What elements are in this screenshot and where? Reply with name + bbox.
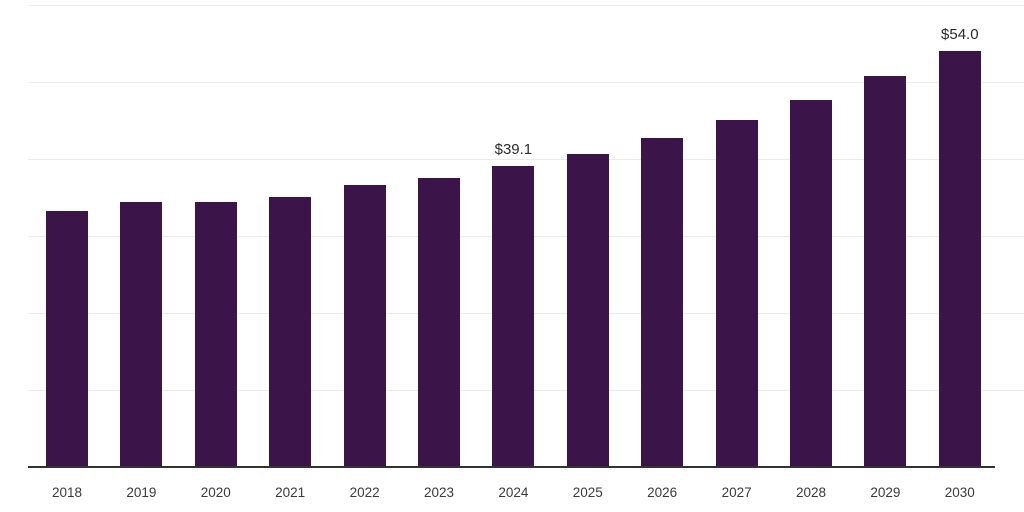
x-axis-line — [28, 466, 995, 468]
bar-2028[interactable] — [790, 99, 832, 467]
bar-2018[interactable] — [46, 210, 88, 467]
bar-2027[interactable] — [715, 119, 758, 467]
x-tick-label-2024: 2024 — [498, 485, 529, 500]
x-tick-label-2023: 2023 — [423, 485, 455, 500]
x-tick-label-2026: 2026 — [647, 485, 678, 500]
bar-group — [194, 0, 237, 467]
bar-2029[interactable] — [864, 76, 907, 467]
x-tick-label-2018: 2018 — [51, 485, 83, 500]
bar-2021[interactable] — [269, 196, 312, 467]
bar-2025[interactable] — [566, 153, 609, 467]
bar-group — [790, 0, 832, 467]
bar-group — [566, 0, 609, 467]
bar-group — [418, 0, 460, 467]
bar-group — [864, 0, 907, 467]
bar-value-label-2024: $39.1 — [494, 141, 533, 159]
x-tick-label-2030: 2030 — [944, 485, 975, 500]
x-tick-label-2028: 2028 — [795, 485, 827, 500]
x-tick-label-2029: 2029 — [870, 485, 901, 500]
x-tick-label-2021: 2021 — [275, 485, 306, 500]
x-tick-label-2025: 2025 — [572, 485, 603, 500]
bar-group — [269, 0, 312, 467]
x-tick-label-2019: 2019 — [126, 485, 157, 500]
bar-group: $54.0 — [938, 0, 981, 467]
bar-2020[interactable] — [194, 201, 237, 467]
bar-2023[interactable] — [418, 177, 460, 467]
x-tick-label-2027: 2027 — [721, 485, 752, 500]
bar-2026[interactable] — [641, 137, 684, 467]
bar-group: $39.1 — [492, 0, 535, 467]
x-tick-label-2022: 2022 — [349, 485, 380, 500]
bar-group — [343, 0, 386, 467]
bar-group — [641, 0, 684, 467]
bar-group — [120, 0, 163, 467]
bar-2022[interactable] — [343, 185, 386, 467]
bar-value-label-2030: $54.0 — [941, 26, 979, 44]
bar-2019[interactable] — [120, 202, 163, 467]
bar-2024[interactable] — [492, 166, 535, 467]
bar-2030[interactable] — [938, 51, 981, 467]
bar-group — [46, 0, 88, 467]
bar-group — [715, 0, 758, 467]
x-tick-label-2020: 2020 — [200, 485, 231, 500]
